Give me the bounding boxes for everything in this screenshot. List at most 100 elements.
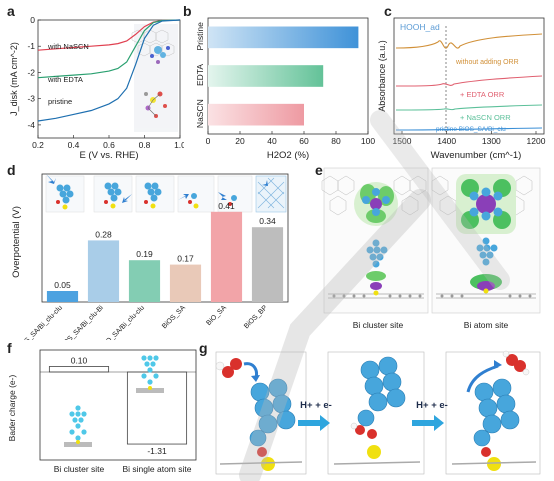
panel-d-value-label-5: 0.34	[259, 216, 276, 226]
panel-c-label: c	[384, 3, 392, 19]
panel-c-annotation: HOOH_ad	[400, 22, 440, 32]
panel-f-ylabel: Bader charge (e-)	[7, 375, 17, 442]
panel-a-xtick-label-4: 1.0	[174, 140, 184, 150]
panel-g-figure: H+ + e- H+ + e-	[215, 350, 541, 475]
panel-c-xtick-label-0: 1500	[393, 136, 412, 146]
panel-c-label-nascn: + NaSCN ORR	[460, 113, 511, 122]
panel-f-value-label-0: 0.10	[71, 356, 88, 366]
panel-g-state-3	[451, 350, 537, 471]
panel-a-legend-edta: with EDTA	[47, 75, 83, 84]
panel-a-ytick-label-1: -1	[27, 41, 35, 51]
panel-b-bar-2	[208, 103, 304, 126]
panel-b-axes: 0 20 40 60 80 100	[206, 131, 375, 146]
panel-a-inset-molecules	[131, 24, 178, 132]
panel-b-category-1: EDTA	[195, 64, 205, 86]
panel-d-structure-thumbnails	[45, 174, 287, 213]
panel-b-bar-0	[208, 26, 359, 49]
panel-d-value-label-0: 0.05	[54, 280, 71, 290]
panel-e-caption-cluster: Bi cluster site	[353, 320, 404, 330]
panel-b-xtick-label-4: 80	[331, 136, 341, 146]
panel-d-category-3: BiOS_SA	[161, 304, 187, 330]
panel-e-density-right	[431, 174, 536, 299]
panel-c-spectrum-without	[395, 33, 543, 49]
panel-a-xtick-label-2: 0.6	[103, 140, 115, 150]
panel-b-xtick-label-0: 0	[206, 136, 211, 146]
panel-a-ytick-label-3: -3	[27, 94, 35, 104]
panel-a-axes: 0.2 0.4 0.6 0.8 1.0 0 -1 -2 -3 -4	[27, 15, 184, 150]
panel-c-label-edta: + EDTA ORR	[460, 90, 505, 99]
panel-f-atom-structure	[136, 355, 164, 393]
panel-e-density-left	[321, 175, 427, 299]
panel-d-bar-1	[87, 240, 120, 302]
panel-f-category-0: Bi cluster site	[54, 464, 105, 474]
panel-a-ylabel: J_disk (mA cm^-2)	[9, 42, 19, 116]
panel-a-series-2	[37, 19, 181, 122]
panel-d-bar-4	[210, 211, 243, 302]
panel-f-category-labels: Bi cluster site Bi single atom site	[54, 464, 192, 474]
panel-e-label: e	[315, 162, 323, 178]
panel-d-bar-3	[169, 264, 202, 302]
panel-b-xtick-label-1: 20	[235, 136, 245, 146]
panel-e-figure: Bi cluster site Bi atom site	[321, 167, 541, 330]
panel-f-label: f	[7, 340, 12, 356]
panel-d-bar-5	[251, 227, 284, 302]
panel-b-bars: Pristine EDTA NaSCN	[195, 22, 359, 128]
panel-a-xlabel: E (V vs. RHE)	[79, 150, 138, 161]
panel-c-label-without: without adding ORR	[455, 59, 519, 66]
panel-d-category-1: BiOS_SA/Bi_clu-Bi	[58, 304, 105, 340]
panel-c-frame	[393, 17, 545, 135]
panel-d-category-0: BiOS_SA/Bi_clu-clu	[15, 304, 64, 340]
panel-c-chart: HOOH_ad without adding ORR + EDTA ORR + …	[377, 17, 546, 161]
panel-c-spectrum-nascn	[395, 104, 543, 111]
panel-a-label: a	[7, 3, 15, 19]
panel-c-axes: 1500 1400 1300 1200	[393, 131, 546, 146]
panel-d-value-label-1: 0.28	[95, 229, 112, 239]
panel-g-step-2-label: H+ + e-	[416, 400, 448, 411]
panel-a-legend-nascn: with NaSCN	[47, 42, 89, 51]
panel-d-ylabel: Overpotential (V)	[11, 206, 22, 278]
panel-a-legend-pristine: pristine	[48, 97, 72, 106]
panel-b-xtick-label-5: 100	[361, 136, 375, 146]
panel-b-label: b	[183, 3, 192, 19]
panel-c-label-pristine: pristine BiOS_SA/Bi_clu	[436, 126, 506, 133]
panel-a-ytick-label-4: -4	[27, 120, 35, 130]
panel-c-spectrum-edta	[395, 75, 543, 87]
panel-d-label: d	[7, 162, 16, 178]
panel-g-state-1	[215, 358, 303, 471]
panel-c-xtick-label-1: 1400	[437, 136, 456, 146]
panel-c-ylabel: Absorbance (a.u.)	[377, 40, 387, 112]
panel-b-xtick-label-2: 40	[267, 136, 277, 146]
panel-d-bars: 0.05 0.28 0.19 0.17 0.41 0.34	[46, 201, 284, 302]
panel-g-arrow-1	[298, 415, 330, 431]
panel-c-xtick-label-3: 1200	[527, 136, 546, 146]
panel-b-bar-1	[208, 65, 324, 87]
panel-f-bar-1	[126, 371, 188, 445]
panel-d-bar-0	[46, 291, 79, 302]
panel-d-category-2: BiO_SA/Bi_clu-clu	[101, 304, 146, 340]
panel-f-cluster-structure	[64, 405, 92, 447]
panel-g-arrow-2	[412, 415, 444, 431]
panel-d-category-4: BiO_SA	[205, 304, 228, 327]
panel-a-ytick-label-0: 0	[30, 15, 35, 25]
panel-b-category-0: Pristine	[195, 22, 205, 51]
panel-f-category-1: Bi single atom site	[123, 464, 192, 474]
panel-d-value-label-4: 0.41	[218, 201, 235, 211]
panel-a-xtick-label-1: 0.4	[68, 140, 80, 150]
panel-b-chart: Pristine EDTA NaSCN 0 20 40 60 80 100 H2O2 (%)	[195, 17, 375, 161]
panel-f-bars: 0.10 -1.31	[40, 356, 196, 456]
panel-e-caption-atom: Bi atom site	[464, 320, 509, 330]
panel-c-xlabel: Wavenumber (cm^-1)	[431, 150, 522, 161]
panel-f-bar-0	[48, 366, 110, 373]
panel-b-category-2: NaSCN	[195, 99, 205, 128]
panel-a-series-group	[37, 19, 181, 122]
panel-d-category-labels: BiOS_SA/Bi_clu-cluBiOS_SA/Bi_clu-BiBiO_S…	[15, 304, 269, 340]
panel-a-chart: 0.2 0.4 0.6 0.8 1.0 0 -1 -2 -3 -4 with NaSCN with…	[9, 15, 184, 161]
panel-a-xtick-label-3: 0.8	[139, 140, 151, 150]
panel-b-xlabel: H2O2 (%)	[267, 150, 309, 161]
panel-g-state-2	[333, 356, 421, 465]
panel-g-label: g	[199, 340, 208, 356]
panel-d-value-label-2: 0.19	[136, 249, 153, 259]
panel-d-category-5: BiOS_BP	[243, 304, 269, 330]
panel-d-value-label-3: 0.17	[177, 254, 194, 264]
panel-b-xtick-label-3: 60	[299, 136, 309, 146]
